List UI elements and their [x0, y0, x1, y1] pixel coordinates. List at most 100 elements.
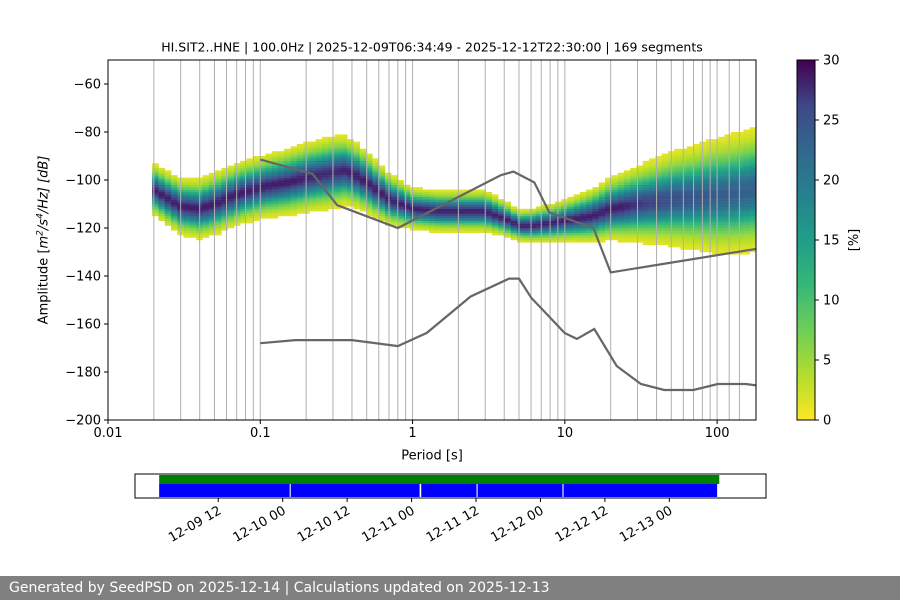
colorbar-step: [797, 144, 815, 149]
colorbar-step: [797, 272, 815, 277]
psd-bin: [403, 206, 411, 209]
psd-bin: [152, 189, 159, 193]
psd-bin: [724, 146, 732, 149]
psd-bin: [623, 225, 631, 229]
psd-bin: [579, 237, 587, 241]
psd-bin: [705, 230, 713, 233]
psd-bin: [246, 213, 254, 217]
psd-bin: [366, 172, 373, 176]
psd-bin: [724, 194, 732, 197]
psd-bin: [328, 192, 335, 195]
psd-bin: [623, 180, 631, 183]
psd-bin: [334, 180, 342, 183]
psd-bin: [435, 192, 442, 195]
psd-bin: [202, 235, 210, 238]
psd-bin: [277, 204, 285, 207]
psd-bin: [372, 170, 379, 173]
psd-bin: [623, 199, 631, 202]
psd-bin: [730, 160, 738, 164]
psd-bin: [435, 223, 442, 226]
psd-bin: [649, 201, 656, 205]
psd-bin: [315, 156, 323, 159]
psd-bin: [617, 182, 625, 185]
psd-bin: [435, 220, 442, 224]
psd-bin: [705, 247, 713, 250]
psd-bin: [340, 144, 348, 147]
psd-bin: [730, 240, 738, 243]
psd-bin: [705, 244, 713, 248]
psd-bin: [466, 213, 474, 217]
psd-bin: [586, 230, 593, 233]
psd-bin: [548, 220, 556, 224]
psd-bin: [183, 218, 191, 221]
psd-bin: [636, 187, 644, 190]
psd-bin: [498, 228, 505, 231]
psd-bin: [649, 211, 656, 214]
psd-bin: [737, 235, 744, 238]
psd-bin: [491, 201, 499, 205]
psd-bin: [711, 163, 719, 166]
x-axis-label: Period [s]: [401, 449, 463, 464]
psd-bin: [447, 204, 455, 207]
psd-bin: [674, 230, 681, 233]
colorbar-step: [797, 176, 815, 181]
psd-bin: [340, 184, 348, 188]
psd-bin: [693, 242, 700, 245]
psd-bin: [630, 220, 637, 224]
psd-bin: [693, 235, 700, 238]
psd-bin: [441, 225, 449, 229]
psd-bin: [724, 170, 732, 173]
psd-bin: [718, 232, 725, 236]
psd-bin: [246, 218, 254, 221]
psd-bin: [296, 144, 304, 147]
psd-bin: [378, 189, 386, 193]
psd-bin: [353, 187, 361, 190]
psd-bin: [491, 208, 499, 212]
psd-bin: [611, 213, 618, 217]
psd-bin: [642, 204, 650, 207]
psd-bin: [686, 177, 694, 181]
psd-bin: [630, 177, 637, 181]
psd-bin: [579, 211, 587, 214]
psd-bin: [485, 218, 493, 221]
psd-bin: [743, 144, 751, 147]
psd-bin: [372, 177, 379, 181]
psd-bin: [265, 180, 272, 183]
colorbar-step: [797, 320, 815, 325]
psd-bin: [737, 247, 744, 250]
psd-bin: [749, 172, 757, 176]
psd-bin: [711, 139, 719, 142]
psd-bin: [649, 230, 656, 233]
psd-bin: [686, 201, 694, 205]
psd-bin: [737, 163, 744, 166]
psd-bin: [605, 192, 612, 195]
psd-bin: [227, 208, 235, 212]
psd-bin: [208, 225, 216, 229]
psd-bin: [296, 194, 304, 197]
psd-bin: [743, 158, 751, 161]
psd-bin: [183, 223, 191, 226]
psd-bin: [183, 235, 191, 238]
psd-bin: [743, 252, 751, 255]
psd-bin: [743, 160, 751, 164]
psd-bin: [749, 127, 757, 130]
psd-bin: [334, 199, 342, 202]
psd-bin: [441, 223, 449, 226]
psd-bin: [586, 228, 593, 231]
psd-bin: [328, 165, 335, 169]
psd-bin: [441, 213, 449, 217]
psd-bin: [233, 199, 241, 202]
psd-bin: [516, 230, 524, 233]
psd-bin: [397, 218, 405, 221]
psd-bin: [259, 204, 266, 207]
psd-bin: [605, 189, 612, 193]
psd-bin: [171, 208, 178, 212]
psd-bin: [561, 220, 568, 224]
psd-bin: [718, 180, 725, 183]
psd-bin: [447, 196, 455, 200]
psd-bin: [265, 201, 272, 205]
psd-bin: [737, 206, 744, 209]
psd-bin: [359, 153, 367, 157]
psd-bin: [334, 177, 342, 181]
psd-bin: [152, 170, 159, 173]
